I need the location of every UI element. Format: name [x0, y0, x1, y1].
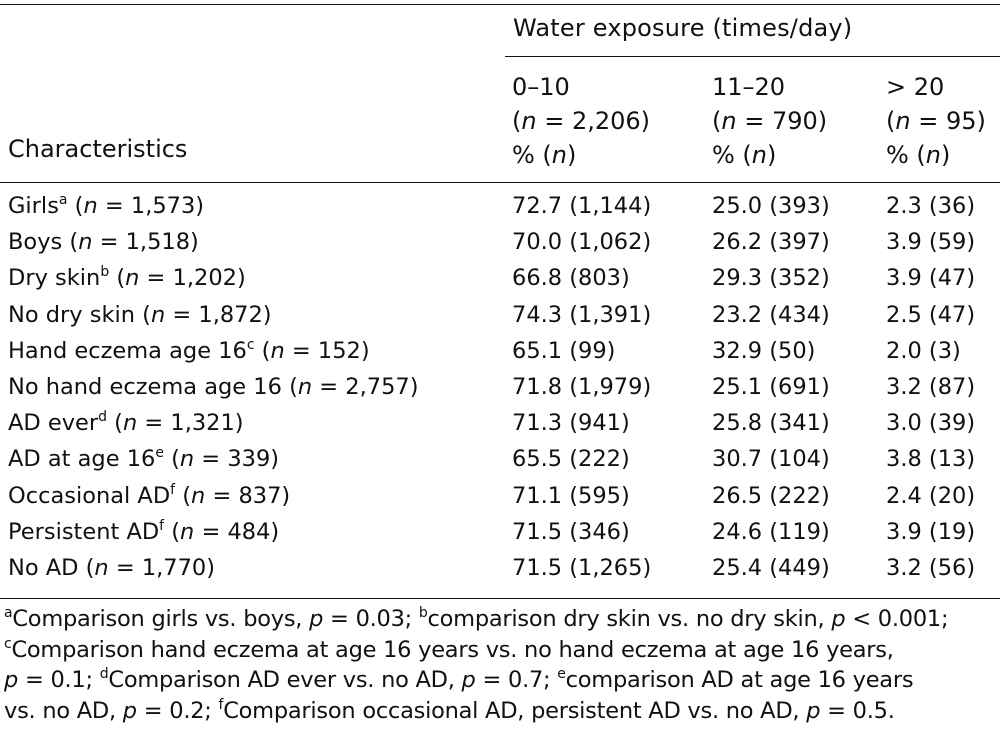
column-header-11-20: 11–20 (n = 790) % (n): [712, 73, 828, 169]
table-row: Persistent ADf (n = 484) 71.5 (346) 24.6 (…: [0, 516, 1000, 552]
cell-0-10: 71.5 (1,265): [512, 554, 652, 581]
cell-11-20: 25.1 (691): [712, 373, 830, 400]
row-label: Hand eczema age 16c (n = 152): [8, 336, 370, 364]
cell-0-10: 65.5 (222): [512, 446, 630, 473]
cell-over-20: 2.5 (47): [886, 301, 976, 328]
table-row: AD everd (n = 1,321) 71.3 (941) 25.8 (341)…: [0, 407, 1000, 443]
footnote-mark: e: [155, 445, 164, 462]
cell-0-10: 72.7 (1,144): [512, 193, 652, 219]
cell-11-20: 26.5 (222): [712, 482, 830, 509]
cell-11-20: 32.9 (50): [712, 337, 816, 364]
cell-11-20: 29.3 (352): [712, 265, 830, 292]
cell-over-20: 2.4 (20): [886, 482, 976, 509]
row-label: Boys (n = 1,518): [8, 229, 199, 256]
row-label: No hand eczema age 16 (n = 2,757): [8, 373, 419, 400]
cell-over-20: 3.9 (19): [886, 518, 976, 545]
footnote-mark: a: [58, 192, 68, 208]
row-label: Dry skinb (n = 1,202): [8, 264, 246, 292]
footnote-mark: b: [100, 264, 110, 281]
cell-0-10: 74.3 (1,391): [512, 301, 652, 328]
cell-11-20: 25.0 (393): [712, 193, 830, 219]
footnote-mark: f: [170, 481, 176, 498]
table-row: Dry skinb (n = 1,202) 66.8 (803) 29.3 (352…: [0, 262, 1000, 298]
cell-11-20: 30.7 (104): [712, 446, 830, 473]
header-bottom-rule: [0, 182, 1000, 183]
cell-over-20: 3.0 (39): [886, 410, 976, 437]
table-footnote: aComparison girls vs. boys, p = 0.03; bc…: [4, 605, 949, 724]
cell-0-10: 65.1 (99): [512, 337, 616, 364]
cell-11-20: 23.2 (434): [712, 301, 830, 328]
table-row: Hand eczema age 16c (n = 152) 65.1 (99) 32…: [0, 335, 1000, 371]
row-label: AD at age 16e (n = 339): [8, 445, 280, 473]
characteristics-header: Characteristics: [8, 135, 188, 163]
cell-11-20: 26.2 (397): [712, 229, 830, 256]
cell-over-20: 3.9 (47): [886, 265, 976, 292]
table-row: AD at age 16e (n = 339) 65.5 (222) 30.7 (1…: [0, 443, 1000, 479]
cell-0-10: 71.8 (1,979): [512, 373, 652, 400]
cell-11-20: 24.6 (119): [712, 518, 830, 545]
table-row: Boys (n = 1,518) 70.0 (1,062) 26.2 (397) 3.…: [0, 226, 1000, 262]
cell-11-20: 25.8 (341): [712, 410, 830, 437]
table-bottom-rule: [0, 598, 1000, 599]
column-header-over-20: > 20 (n = 95) % (n): [886, 73, 986, 169]
spanner-header: Water exposure (times/day): [513, 14, 853, 42]
spanner-rule: [505, 56, 1000, 57]
row-label: AD everd (n = 1,321): [8, 409, 244, 437]
cell-0-10: 66.8 (803): [512, 265, 630, 292]
table-row: No AD (n = 1,770) 71.5 (1,265) 25.4 (449) 3…: [0, 552, 1000, 588]
row-label: Occasional ADf (n = 837): [8, 481, 291, 509]
footnote-mark: f: [159, 517, 165, 534]
row-label: No AD (n = 1,770): [8, 554, 216, 581]
cell-0-10: 70.0 (1,062): [512, 229, 652, 256]
row-label: No dry skin (n = 1,872): [8, 301, 272, 328]
cell-over-20: 3.2 (87): [886, 373, 976, 400]
cell-over-20: 3.2 (56): [886, 554, 976, 581]
cell-over-20: 3.9 (59): [886, 229, 976, 256]
cell-0-10: 71.1 (595): [512, 482, 630, 509]
footnote-mark: d: [98, 409, 108, 426]
cell-0-10: 71.5 (346): [512, 518, 630, 545]
column-header-0-10: 0–10 (n = 2,206) % (n): [512, 73, 651, 169]
row-label: Girlsa (n = 1,573): [8, 192, 205, 219]
cell-over-20: 2.0 (3): [886, 337, 961, 364]
cell-11-20: 25.4 (449): [712, 554, 830, 581]
table-row: Girlsa (n = 1,573) 72.7 (1,144) 25.0 (393)…: [0, 190, 1000, 226]
cell-over-20: 3.8 (13): [886, 446, 976, 473]
table-row: Occasional ADf (n = 837) 71.1 (595) 26.5 (…: [0, 480, 1000, 516]
footnote-mark: c: [246, 336, 255, 353]
cell-0-10: 71.3 (941): [512, 410, 630, 437]
table-top-rule: [0, 4, 1000, 5]
table-body: Girlsa (n = 1,573) 72.7 (1,144) 25.0 (393)…: [0, 190, 1000, 588]
table-row: No hand eczema age 16 (n = 2,757) 71.8 (1…: [0, 371, 1000, 407]
row-label: Persistent ADf (n = 484): [8, 517, 280, 545]
cell-over-20: 2.3 (36): [886, 193, 976, 219]
table-row: No dry skin (n = 1,872) 74.3 (1,391) 23.2 …: [0, 299, 1000, 335]
